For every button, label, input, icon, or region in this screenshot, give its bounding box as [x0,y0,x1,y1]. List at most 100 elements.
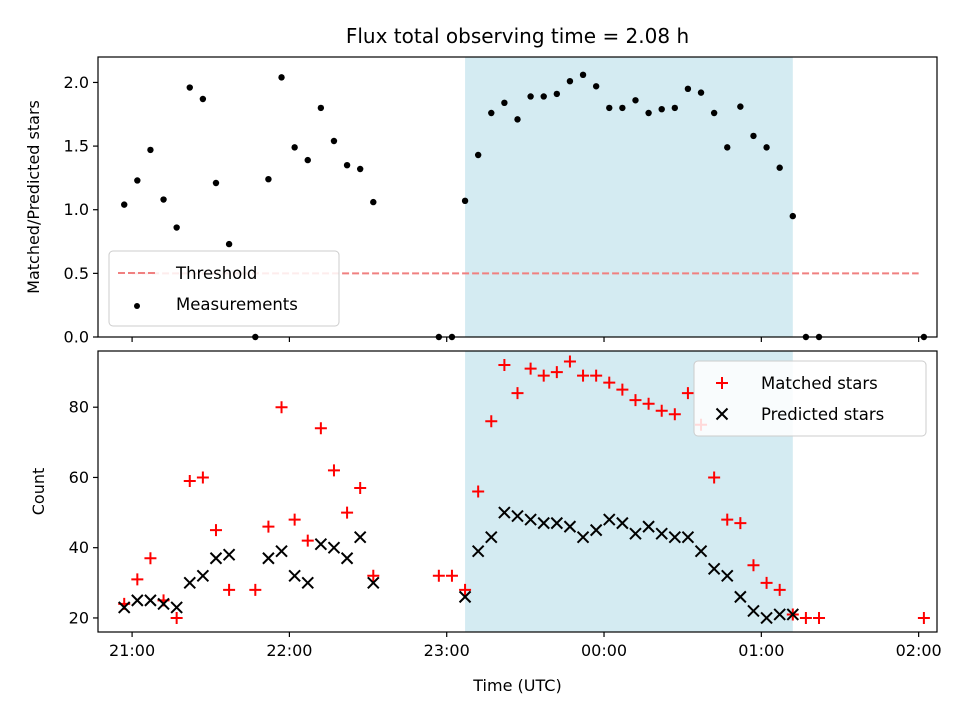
matched-point [131,573,144,586]
legend-box [693,360,927,437]
measurement-point [461,197,469,205]
measurement-point [632,97,639,104]
matched-point [354,481,367,494]
matched-point [209,524,222,537]
measurement-point [606,104,613,112]
measurement-point [671,104,679,112]
matched-point [550,366,563,379]
measurement-point [291,144,298,151]
predicted-point [262,552,275,565]
matched-point [485,415,498,428]
x-tick-label: 02:00 [896,641,942,660]
series-measurements [121,71,928,341]
predicted-point [681,530,695,544]
axes-frame [97,350,938,633]
matched-point [170,611,183,624]
measurement-point [763,144,770,151]
measurement-point [474,151,482,159]
matched-point [563,355,576,368]
matched-point [917,611,930,624]
y-tick-label: 1.5 [64,137,89,156]
matched-point [249,583,262,596]
matched-point [511,387,524,400]
matched-point [275,401,288,414]
chart-title: Flux total observing time = 2.08 h [346,24,689,48]
measurement-point [212,179,220,187]
predicted-point [537,516,550,530]
measurement-point [278,74,285,81]
matched-point [655,404,668,417]
matched-point [681,387,694,400]
measurement-point [356,165,364,173]
legend-label: Threshold [175,264,257,283]
measurement-point [540,93,547,100]
measurement-point [488,109,495,117]
matched-point [183,474,196,487]
legend: Threshold Measurements [108,250,340,327]
measurement-point [566,77,574,85]
measurement-point [304,156,311,164]
predicted-point [183,576,196,590]
matched-point [708,471,721,484]
predicted-point [485,530,498,544]
measurement-point [501,99,508,107]
predicted-point [760,611,773,625]
predicted-point [367,576,380,590]
measurement-point [199,95,207,103]
matched-point [341,506,354,519]
matched-point [459,583,472,596]
predicted-point [196,569,210,583]
measurement-point [173,224,180,231]
matched-point [668,408,681,421]
y-axis-label: Count [29,468,48,516]
measurement-point [225,240,233,248]
matched-point [472,485,485,498]
y-tick-label: 0.5 [64,264,89,283]
x-tick-label: 00:00 [581,641,627,660]
predicted-point [563,520,577,533]
measurement-point [330,137,338,145]
predicted-point [629,527,642,540]
predicted-point [694,545,708,558]
predicted-point [786,608,800,621]
x-tick-label: 01:00 [738,641,784,660]
ratio-panel: 0.0 0.5 1.0 1.5 2.0 Flux total observing time… [24,24,938,347]
matched-point [616,383,629,396]
legend-handle [134,303,140,309]
predicted-point [734,590,747,604]
predicted-point [353,530,367,544]
matched-point [314,422,327,435]
measurement-point [553,90,561,98]
y-tick-label: 20 [69,608,89,627]
predicted-point [642,520,655,533]
y-axis-label: Matched/Predicted stars [24,100,43,294]
x-tick-label: 21:00 [109,641,155,660]
measurement-point [592,83,600,90]
predicted-point [222,548,236,561]
matched-point [301,534,314,547]
predicted-point [314,537,328,551]
measurement-point [134,177,141,184]
predicted-point [511,509,524,523]
measurement-point [160,196,167,203]
matched-point [603,376,616,389]
matched-point [813,611,826,624]
measurement-point [737,103,744,110]
measurement-point [645,109,652,117]
matched-point [262,520,275,533]
matched-point [445,569,458,582]
predicted-point [144,594,157,607]
matched-point [288,513,301,526]
measurement-point [684,85,692,93]
axes-frame [97,56,938,338]
y-tick-label: 80 [69,398,89,417]
predicted-point [157,597,170,611]
legend: Matched stars Predicted stars [693,360,927,437]
measurement-point [370,198,377,206]
legend-label: Matched stars [761,374,878,393]
predicted-point [209,552,223,565]
measurement-point [710,109,718,117]
legend-label: Measurements [176,295,298,314]
y-tick-label: 40 [69,538,89,557]
